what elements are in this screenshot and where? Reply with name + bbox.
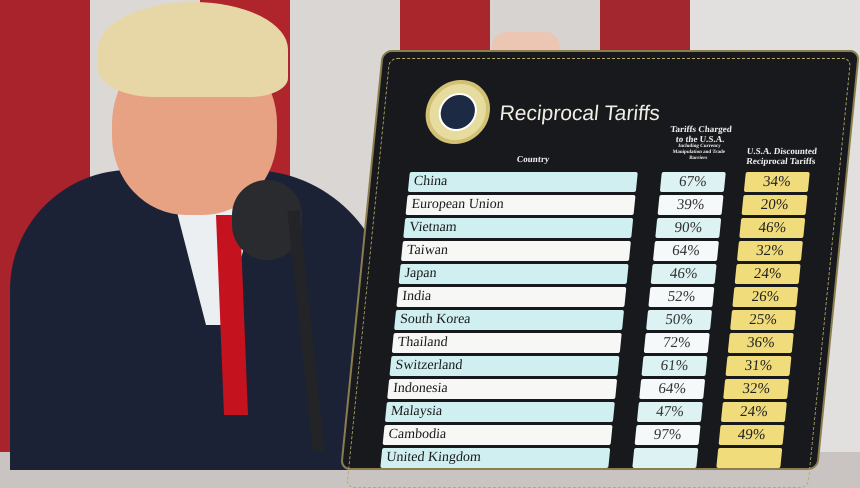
discounted-tariff-cell [716,448,783,468]
table-row: Vietnam 90% 46% [403,218,845,238]
table-row: South Korea 50% 25% [394,310,836,330]
charged-tariff-cell: 39% [657,195,724,215]
charged-tariff-cell: 46% [650,264,717,284]
country-cell: Japan [398,264,629,284]
country-cell: Vietnam [403,218,634,238]
country-cell: Switzerland [389,356,620,376]
table-row: Cambodia 97% 49% [382,425,825,445]
charged-tariff-cell: 64% [652,241,719,261]
discounted-tariff-cell: 46% [739,218,806,238]
column-header-country: Country [516,154,550,164]
discounted-tariff-cell: 32% [723,379,790,399]
country-cell: Taiwan [400,241,631,261]
country-cell: Thailand [391,333,622,353]
column-header-discounted: U.S.A. Discounted Reciprocal Tariffs [745,146,818,166]
charged-tariff-cell: 64% [639,379,706,399]
country-cell: Indonesia [387,379,618,399]
charged-tariff-cell [632,448,699,468]
country-cell: India [396,287,627,307]
discounted-tariff-cell: 20% [741,195,808,215]
discounted-tariff-cell: 24% [734,264,801,284]
country-cell: South Korea [394,310,625,330]
table-row: China 67% 34% [407,172,850,192]
table-row: Taiwan 64% 32% [400,241,843,261]
table-row: India 52% 26% [396,287,838,307]
country-cell: China [407,172,638,192]
discounted-tariff-cell: 24% [720,402,787,422]
charged-sublabel: Including Currency Manipulation and Trad… [672,144,726,161]
country-cell: European Union [405,195,636,215]
charged-label: Tariffs Charged to the U.S.A. [669,124,733,144]
discounted-tariff-cell: 49% [718,425,785,445]
table-row: United Kingdom [380,448,822,468]
country-cell: United Kingdom [380,448,611,468]
charged-tariff-cell: 97% [634,425,701,445]
table-row: Japan 46% 24% [398,264,841,284]
discounted-tariff-cell: 32% [736,241,803,261]
table-row: Switzerland 61% 31% [389,356,831,376]
charged-tariff-cell: 61% [641,356,708,376]
country-cell: Malaysia [384,402,615,422]
table-row: Malaysia 47% 24% [384,402,827,422]
charged-tariff-cell: 72% [643,333,710,353]
column-header-charged: Tariffs Charged to the U.S.A. Including … [663,124,737,162]
speaker-hair [98,2,288,97]
table-row: Thailand 72% 36% [391,333,834,353]
board-title: Reciprocal Tariffs [498,102,662,125]
country-cell: Cambodia [382,425,613,445]
table-row: European Union 39% 20% [405,195,848,215]
charged-tariff-cell: 67% [659,172,726,192]
table-row: Indonesia 64% 32% [387,379,829,399]
discounted-tariff-cell: 34% [743,172,810,192]
charged-tariff-cell: 52% [648,287,715,307]
discounted-tariff-cell: 31% [725,356,792,376]
reciprocal-tariffs-board: Reciprocal Tariffs Country Tariffs Charg… [340,50,860,488]
discounted-tariff-cell: 26% [732,287,799,307]
charged-tariff-cell: 47% [636,402,703,422]
discounted-tariff-cell: 36% [727,333,794,353]
charged-tariff-cell: 90% [655,218,722,238]
discounted-tariff-cell: 25% [730,310,797,330]
charged-tariff-cell: 50% [646,310,713,330]
